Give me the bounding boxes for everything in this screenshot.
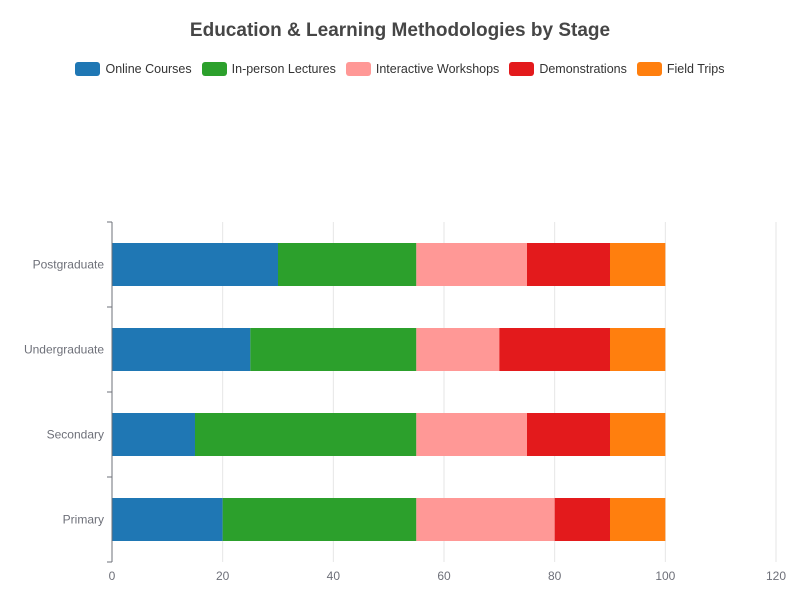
legend-item-demonstrations[interactable]: Demonstrations [509,62,627,76]
bar-secondary-demonstrations [527,413,610,456]
bar-undergraduate-field-trips [610,328,666,371]
bar-undergraduate-online-courses [112,328,251,371]
legend: Online Courses In-person Lectures Interact… [0,62,800,76]
bar-undergraduate-in-person-lectures [250,328,417,371]
bar-postgraduate-interactive-workshops [416,243,527,286]
legend-label: Demonstrations [539,62,627,76]
bar-primary-demonstrations [554,498,610,541]
legend-swatch [636,62,662,76]
x-tick-label: 80 [548,569,562,583]
bar-primary-online-courses [112,498,223,541]
legend-label: Online Courses [105,62,192,76]
y-tick-label: Secondary [47,428,104,442]
legend-item-interactive-workshops[interactable]: Interactive Workshops [345,62,500,76]
axes: 0 20 40 60 80 100 120 Primary Secondary Undergrad… [24,221,786,583]
legend-label: Interactive Workshops [375,62,500,76]
x-tick-label: 60 [437,569,451,583]
legend-item-in-person-lectures[interactable]: In-person Lectures [201,62,336,76]
y-tick-label: Primary [63,513,104,527]
legend-swatch [75,62,101,76]
bar-postgraduate-online-courses [112,243,278,286]
bar-secondary-in-person-lectures [195,413,417,456]
x-tick-label: 20 [216,569,230,583]
chart-title: Education & Learning Methodologies by St… [189,20,611,41]
y-tick-label: Postgraduate [33,258,105,272]
y-tick-label: Undergraduate [24,343,104,357]
legend-swatch [509,62,535,76]
bar-primary-interactive-workshops [416,498,555,541]
x-tick-label: 120 [766,569,786,583]
x-tick-label: 100 [655,569,675,583]
bar-secondary-interactive-workshops [416,413,527,456]
legend-label: In-person Lectures [231,62,336,76]
bar-primary-in-person-lectures [222,498,417,541]
legend-swatch [345,62,371,76]
bar-undergraduate-demonstrations [499,328,610,371]
bar-primary-field-trips [610,498,666,541]
legend-swatch [201,62,227,76]
bar-undergraduate-interactive-workshops [416,328,500,371]
legend-item-online-courses[interactable]: Online Courses [75,62,192,76]
bar-secondary-online-courses [112,413,195,456]
bar-secondary-field-trips [610,413,666,456]
bars [112,243,666,541]
bar-postgraduate-demonstrations [527,243,610,286]
x-tick-label: 40 [327,569,341,583]
legend-label: Field Trips [666,62,725,76]
x-tick-label: 0 [109,569,116,583]
bar-postgraduate-in-person-lectures [278,243,417,286]
bar-postgraduate-field-trips [610,243,666,286]
legend-item-field-trips[interactable]: Field Trips [636,62,725,76]
